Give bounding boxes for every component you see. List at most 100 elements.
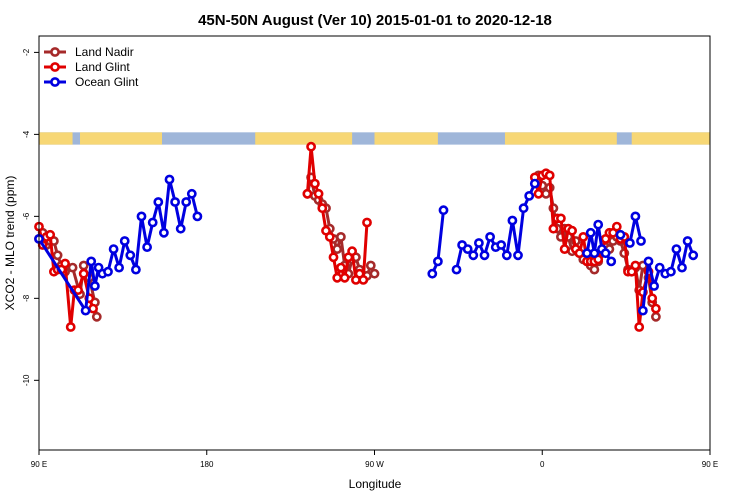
band-land-0 bbox=[39, 132, 73, 145]
land-glint-point bbox=[362, 217, 372, 228]
land-glint-point bbox=[78, 268, 89, 279]
land-glint-point bbox=[339, 272, 350, 283]
ocean-glint-point bbox=[589, 248, 600, 259]
x-tick-label: 90 E bbox=[702, 460, 718, 469]
land-glint-point bbox=[335, 262, 346, 273]
ocean-glint-point bbox=[125, 250, 136, 261]
x-tick-label: 0 bbox=[540, 460, 545, 469]
land-glint-point bbox=[324, 231, 335, 242]
ocean-glint-point bbox=[496, 240, 507, 250]
legend-label: Ocean Glint bbox=[75, 75, 139, 89]
ocean-glint-point bbox=[513, 250, 523, 261]
land-glint-point bbox=[306, 141, 316, 152]
land-nadir-point bbox=[332, 244, 343, 254]
land-nadir-point bbox=[365, 260, 376, 271]
series-layer bbox=[34, 141, 699, 332]
x-tick-label: 90 E bbox=[31, 460, 47, 469]
x-axis-ticks: 90 E 180 90 W 0 90 E bbox=[31, 450, 718, 469]
ocean-glint-point bbox=[677, 262, 687, 273]
land-glint-point bbox=[611, 221, 622, 232]
land-glint-point bbox=[313, 188, 324, 199]
land-nadir-point bbox=[91, 311, 102, 322]
ocean-glint-point bbox=[451, 264, 462, 275]
ocean-glint-point bbox=[524, 190, 535, 201]
land-nadir-point bbox=[67, 262, 78, 273]
y-tick-label: -4 bbox=[22, 130, 31, 138]
land-glint-point bbox=[533, 188, 544, 199]
land-nadir-point bbox=[78, 260, 89, 271]
ocean-glint-point bbox=[585, 227, 596, 238]
ocean-glint-point bbox=[649, 281, 659, 291]
land-nadir-point bbox=[589, 264, 600, 275]
ocean-glint-point bbox=[108, 244, 119, 254]
land-glint-point bbox=[651, 303, 661, 314]
ocean-glint-line-2 bbox=[455, 182, 537, 270]
land-nadir-point bbox=[369, 268, 380, 279]
ocean-glint-point bbox=[136, 211, 147, 222]
legend-label: Land Glint bbox=[75, 60, 130, 74]
ocean-glint-point bbox=[479, 250, 490, 261]
x-tick-label: 180 bbox=[200, 460, 214, 469]
ocean-glint-point bbox=[507, 215, 518, 226]
x-axis-label: Longitude bbox=[349, 477, 402, 491]
x-tick-label: 90 W bbox=[365, 460, 384, 469]
band-land-2 bbox=[255, 132, 353, 145]
y-axis-ticks: -2 -4 -6 -8 -10 bbox=[22, 48, 39, 386]
land-glint-point bbox=[634, 322, 645, 332]
ocean-glint-point bbox=[593, 219, 604, 230]
ocean-glint-point bbox=[158, 227, 169, 238]
y-axis-label: XCO2 - MLO trend (ppm) bbox=[3, 176, 17, 311]
land-glint-point bbox=[317, 203, 328, 214]
land-glint-point bbox=[328, 252, 339, 263]
ocean-glint-point bbox=[643, 256, 654, 267]
land-nadir-point bbox=[651, 311, 661, 322]
band-land-3 bbox=[374, 132, 438, 145]
land-glint-point bbox=[45, 229, 56, 240]
ocean-glint-point bbox=[606, 256, 617, 267]
ocean-glint-point bbox=[432, 256, 443, 267]
ocean-glint-point bbox=[473, 238, 484, 248]
land-glint-point bbox=[578, 231, 589, 242]
ocean-glint-point bbox=[501, 250, 512, 261]
ocean-glint-point bbox=[529, 178, 540, 189]
legend-item-land-nadir: Land Nadir bbox=[44, 45, 134, 59]
land-glint-point bbox=[544, 170, 555, 181]
ocean-glint-point bbox=[86, 256, 97, 267]
land-nadir-point bbox=[335, 231, 346, 242]
ocean-glint-point bbox=[688, 250, 699, 261]
ocean-glint-point bbox=[130, 264, 141, 275]
land-glint-point bbox=[630, 260, 641, 271]
ocean-glint-point bbox=[170, 197, 180, 207]
ocean-glint-point bbox=[119, 236, 130, 246]
land-glint-point bbox=[332, 272, 343, 283]
ocean-glint-point bbox=[462, 244, 473, 254]
legend-label: Land Nadir bbox=[75, 45, 134, 59]
ocean-glint-point bbox=[142, 242, 152, 252]
ocean-glint-point bbox=[666, 266, 676, 277]
band-land-5 bbox=[631, 132, 710, 145]
land-glint-point bbox=[556, 213, 566, 224]
ocean-glint-point bbox=[427, 268, 438, 279]
land-glint-point bbox=[309, 178, 320, 189]
ocean-glint-point bbox=[638, 305, 648, 316]
ocean-glint-point bbox=[600, 248, 611, 259]
land-glint-point bbox=[65, 322, 76, 332]
ocean-glint-point bbox=[175, 223, 186, 234]
ocean-glint-point bbox=[682, 236, 693, 246]
land-glint-point bbox=[548, 223, 559, 234]
ocean-glint-point bbox=[485, 231, 495, 242]
y-tick-label: -8 bbox=[22, 294, 31, 302]
land-glint-point bbox=[647, 293, 658, 304]
y-tick-label: -6 bbox=[22, 212, 31, 220]
ocean-glint-point bbox=[181, 197, 192, 207]
land-glint-point bbox=[60, 258, 70, 269]
land-glint-point bbox=[358, 274, 369, 285]
ocean-glint-point bbox=[654, 262, 665, 273]
chart-title: 45N-50N August (Ver 10) 2015-01-01 to 20… bbox=[198, 12, 552, 29]
land-nadir-point bbox=[52, 250, 63, 261]
series-land-glint bbox=[34, 141, 661, 332]
band-land-1 bbox=[80, 132, 163, 145]
ocean-glint-point bbox=[671, 244, 682, 254]
legend-swatch-marker bbox=[50, 47, 60, 57]
